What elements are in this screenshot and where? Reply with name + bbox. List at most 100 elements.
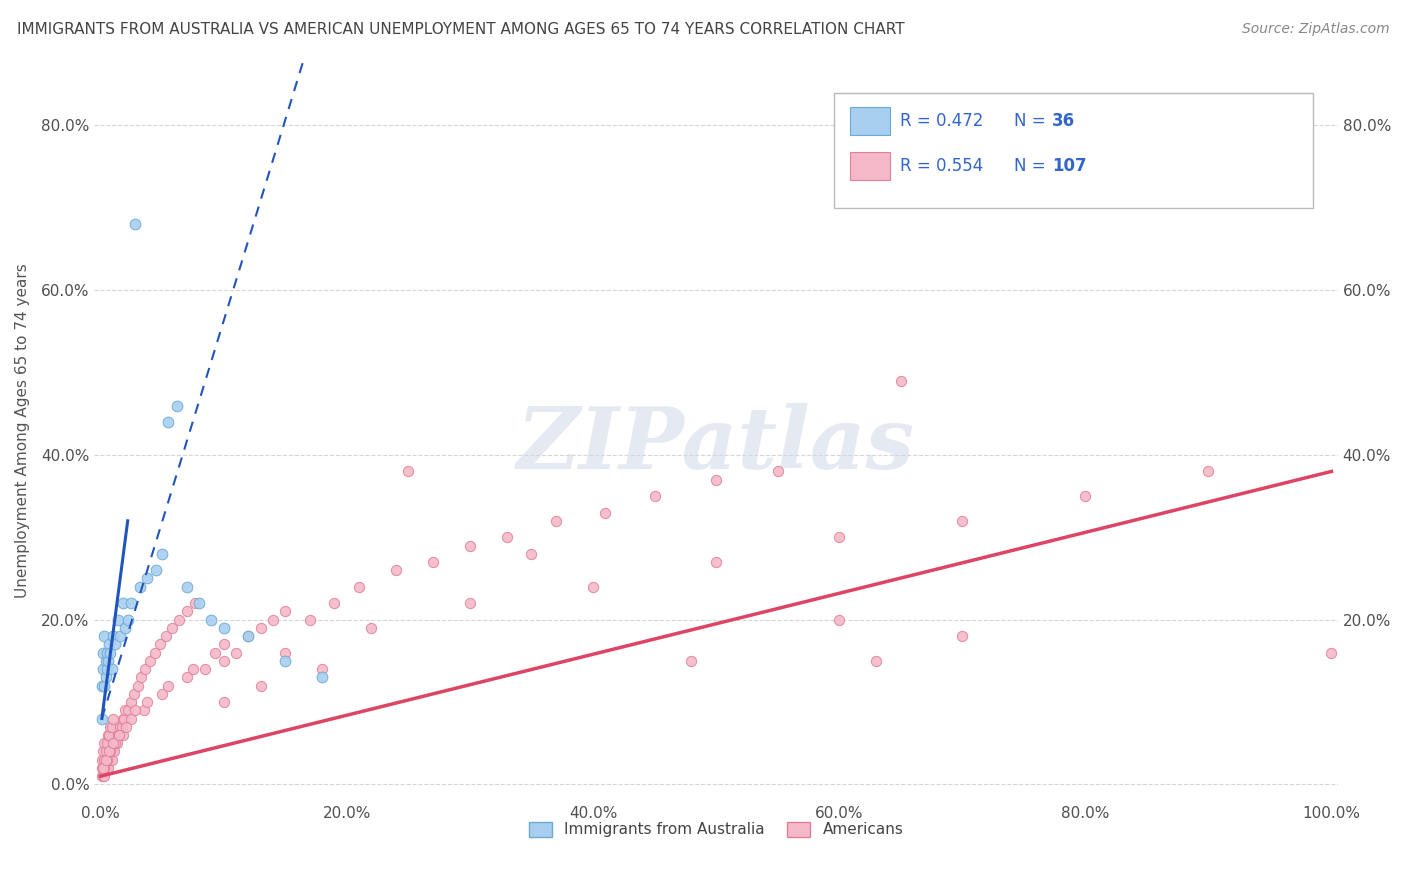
- Point: [298, 613, 321, 627]
- Point: [101, 712, 124, 726]
- Point: [96, 753, 118, 767]
- Point: [98, 637, 121, 651]
- Point: [110, 720, 132, 734]
- Point: [681, 654, 703, 668]
- Point: [93, 736, 115, 750]
- Point: [204, 646, 226, 660]
- Point: [766, 465, 789, 479]
- Point: [157, 415, 180, 429]
- Point: [212, 695, 235, 709]
- Point: [136, 572, 159, 586]
- Point: [458, 539, 481, 553]
- Point: [94, 670, 117, 684]
- Point: [323, 596, 346, 610]
- Point: [1197, 465, 1219, 479]
- Text: ZIPatlas: ZIPatlas: [517, 403, 915, 487]
- Point: [107, 728, 129, 742]
- Point: [134, 662, 156, 676]
- Point: [155, 629, 177, 643]
- Text: N =: N =: [1014, 157, 1046, 176]
- Point: [544, 514, 567, 528]
- Point: [274, 604, 297, 618]
- Point: [225, 646, 247, 660]
- Point: [100, 753, 122, 767]
- Point: [139, 654, 162, 668]
- Point: [828, 613, 851, 627]
- Point: [149, 637, 172, 651]
- Point: [176, 604, 198, 618]
- Point: [97, 761, 120, 775]
- Point: [91, 646, 114, 660]
- Point: [96, 761, 118, 775]
- Point: [249, 679, 271, 693]
- Point: [136, 695, 159, 709]
- Point: [212, 621, 235, 635]
- Point: [98, 753, 121, 767]
- Point: [188, 596, 211, 610]
- Point: [124, 217, 146, 231]
- Point: [111, 712, 134, 726]
- Point: [93, 753, 115, 767]
- Point: [157, 679, 180, 693]
- Point: [129, 580, 152, 594]
- Point: [104, 637, 127, 651]
- Point: [181, 662, 204, 676]
- Point: [396, 465, 419, 479]
- Point: [238, 629, 260, 643]
- Point: [90, 679, 112, 693]
- Point: [98, 744, 121, 758]
- Point: [132, 703, 155, 717]
- Point: [166, 399, 188, 413]
- Point: [96, 646, 118, 660]
- Point: [111, 728, 134, 742]
- Point: [96, 662, 118, 676]
- Point: [176, 670, 198, 684]
- Point: [94, 753, 117, 767]
- Point: [91, 761, 114, 775]
- Y-axis label: Unemployment Among Ages 65 to 74 years: Unemployment Among Ages 65 to 74 years: [15, 263, 30, 598]
- Point: [108, 728, 131, 742]
- Point: [93, 769, 115, 783]
- Point: [104, 736, 127, 750]
- Point: [111, 596, 134, 610]
- Point: [112, 712, 135, 726]
- Point: [150, 687, 173, 701]
- Point: [108, 728, 131, 742]
- Text: R = 0.554: R = 0.554: [900, 157, 983, 176]
- Point: [212, 654, 235, 668]
- Text: 107: 107: [1052, 157, 1087, 176]
- Point: [105, 736, 128, 750]
- Point: [212, 637, 235, 651]
- Point: [91, 761, 114, 775]
- Point: [100, 744, 122, 758]
- Point: [100, 646, 122, 660]
- Point: [94, 744, 117, 758]
- Point: [520, 547, 543, 561]
- Text: R = 0.472: R = 0.472: [900, 112, 983, 130]
- Point: [90, 712, 112, 726]
- Point: [458, 596, 481, 610]
- Point: [124, 703, 146, 717]
- FancyBboxPatch shape: [851, 153, 890, 180]
- Point: [184, 596, 207, 610]
- Point: [93, 629, 115, 643]
- Point: [129, 670, 152, 684]
- Point: [100, 662, 122, 676]
- Point: [91, 662, 114, 676]
- Legend: Immigrants from Australia, Americans: Immigrants from Australia, Americans: [522, 814, 911, 845]
- Point: [360, 621, 382, 635]
- Point: [103, 744, 125, 758]
- Point: [704, 473, 727, 487]
- Text: N =: N =: [1014, 112, 1046, 130]
- Point: [90, 753, 112, 767]
- Point: [150, 547, 173, 561]
- Point: [97, 654, 120, 668]
- Point: [114, 621, 136, 635]
- Point: [98, 728, 121, 742]
- Point: [96, 736, 118, 750]
- Point: [176, 580, 198, 594]
- FancyBboxPatch shape: [834, 93, 1313, 208]
- Point: [160, 621, 183, 635]
- Point: [101, 629, 124, 643]
- Point: [104, 736, 127, 750]
